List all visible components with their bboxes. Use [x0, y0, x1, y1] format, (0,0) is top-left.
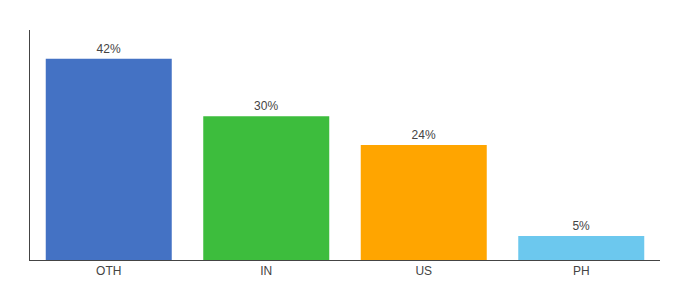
- svg-text:42%: 42%: [97, 42, 121, 56]
- svg-text:30%: 30%: [254, 99, 278, 113]
- svg-text:US: US: [415, 264, 432, 278]
- svg-text:24%: 24%: [412, 128, 436, 142]
- svg-text:OTH: OTH: [96, 264, 121, 278]
- svg-text:PH: PH: [573, 264, 590, 278]
- svg-text:5%: 5%: [572, 219, 590, 233]
- svg-text:IN: IN: [260, 264, 272, 278]
